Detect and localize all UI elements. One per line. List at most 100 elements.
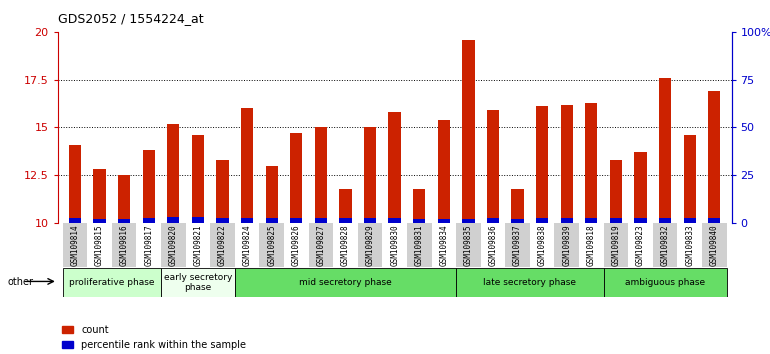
Bar: [480, 223, 505, 267]
Bar: [69, 145, 81, 223]
Text: GSM109818: GSM109818: [587, 224, 596, 266]
Text: GSM109825: GSM109825: [267, 224, 276, 266]
Bar: [333, 223, 358, 267]
Text: GSM109827: GSM109827: [316, 224, 326, 266]
Bar: [315, 127, 327, 223]
Bar: [383, 223, 407, 267]
Text: GSM109824: GSM109824: [243, 224, 252, 266]
Text: GSM109816: GSM109816: [119, 224, 129, 266]
Bar: [536, 107, 548, 223]
Bar: [702, 223, 727, 267]
Bar: [604, 268, 727, 297]
Bar: [167, 217, 179, 223]
Text: GSM109817: GSM109817: [144, 224, 153, 266]
Text: GSM109837: GSM109837: [513, 224, 522, 266]
Bar: [462, 40, 474, 223]
Bar: [192, 135, 204, 223]
Bar: [462, 219, 474, 223]
Bar: [634, 218, 647, 223]
Bar: [112, 223, 136, 267]
Bar: [216, 160, 229, 223]
Text: GSM109828: GSM109828: [341, 224, 350, 266]
Text: GSM109839: GSM109839: [562, 224, 571, 266]
Bar: [340, 189, 352, 223]
Bar: [62, 223, 87, 267]
Text: GSM109826: GSM109826: [292, 224, 301, 266]
Bar: [266, 218, 278, 223]
Bar: [456, 268, 604, 297]
Bar: [118, 175, 130, 223]
Text: GSM109836: GSM109836: [488, 224, 497, 266]
Bar: [259, 223, 284, 267]
Bar: [389, 218, 400, 223]
Bar: [266, 166, 278, 223]
Bar: [634, 152, 647, 223]
Bar: [315, 218, 327, 223]
Bar: [142, 218, 155, 223]
Text: GSM109814: GSM109814: [71, 224, 79, 266]
Bar: [161, 268, 235, 297]
Text: GSM109815: GSM109815: [95, 224, 104, 266]
Bar: [93, 170, 105, 223]
Bar: [530, 223, 554, 267]
Bar: [186, 223, 210, 267]
Bar: [142, 150, 155, 223]
Bar: [561, 218, 573, 223]
Bar: [364, 127, 377, 223]
Bar: [585, 218, 598, 223]
Bar: [659, 218, 671, 223]
Bar: [389, 112, 400, 223]
Bar: [431, 223, 456, 267]
Text: GSM109840: GSM109840: [710, 224, 718, 266]
Bar: [653, 223, 678, 267]
Bar: [708, 91, 721, 223]
Bar: [241, 218, 253, 223]
Bar: [684, 135, 696, 223]
Bar: [678, 223, 702, 267]
Bar: [708, 218, 721, 223]
Text: proliferative phase: proliferative phase: [69, 278, 155, 287]
Text: GSM109821: GSM109821: [193, 224, 203, 266]
Text: GSM109831: GSM109831: [415, 224, 424, 266]
Bar: [511, 219, 524, 223]
Bar: [290, 133, 303, 223]
Text: GSM109832: GSM109832: [661, 224, 670, 266]
Bar: [413, 219, 425, 223]
Text: GSM109829: GSM109829: [366, 224, 374, 266]
Text: GDS2052 / 1554224_at: GDS2052 / 1554224_at: [58, 12, 203, 25]
Bar: [210, 223, 235, 267]
Bar: [136, 223, 161, 267]
Bar: [610, 160, 622, 223]
Bar: [585, 103, 598, 223]
Text: GSM109833: GSM109833: [685, 224, 695, 266]
Bar: [87, 223, 112, 267]
Text: GSM109838: GSM109838: [537, 224, 547, 266]
Bar: [364, 218, 377, 223]
Bar: [161, 223, 186, 267]
Text: GSM109830: GSM109830: [390, 224, 399, 266]
Text: mid secretory phase: mid secretory phase: [299, 278, 392, 287]
Text: early secretory
phase: early secretory phase: [164, 273, 232, 292]
Bar: [235, 268, 456, 297]
Text: GSM109834: GSM109834: [440, 224, 448, 266]
Legend: count, percentile rank within the sample: count, percentile rank within the sample: [58, 321, 250, 354]
Bar: [554, 223, 579, 267]
Text: GSM109819: GSM109819: [611, 224, 621, 266]
Bar: [93, 219, 105, 223]
Bar: [487, 110, 499, 223]
Bar: [309, 223, 333, 267]
Bar: [241, 108, 253, 223]
Text: GSM109835: GSM109835: [464, 224, 473, 266]
Bar: [604, 223, 628, 267]
Text: GSM109823: GSM109823: [636, 224, 645, 266]
Bar: [167, 124, 179, 223]
Bar: [610, 218, 622, 223]
Bar: [456, 223, 480, 267]
Bar: [628, 223, 653, 267]
Bar: [340, 218, 352, 223]
Bar: [505, 223, 530, 267]
Bar: [235, 223, 259, 267]
Bar: [511, 189, 524, 223]
Bar: [413, 189, 425, 223]
Text: GSM109822: GSM109822: [218, 224, 227, 266]
